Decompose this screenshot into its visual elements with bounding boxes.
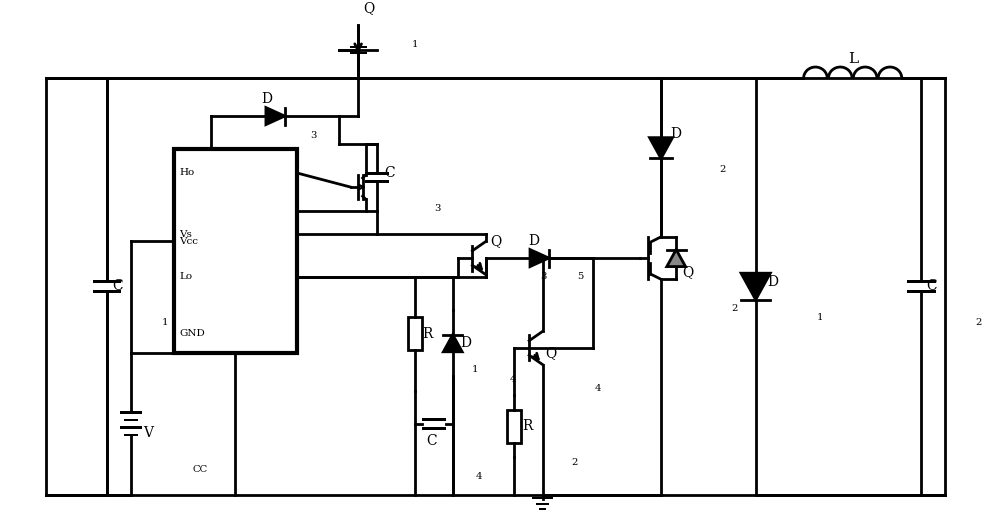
Text: GND: GND [179,329,205,338]
Text: Ho: Ho [179,168,194,177]
Polygon shape [741,273,770,300]
Bar [907,290,936,293]
Bar [350,52,367,54]
Polygon shape [443,335,462,352]
Bar [422,418,446,421]
Text: L: L [848,52,858,66]
Bar [539,508,546,510]
Text: V: V [143,426,153,440]
Text: 2: 2 [571,458,577,467]
Bar [124,419,138,421]
Text: C: C [112,279,123,294]
Text: 4: 4 [510,375,516,384]
Bar [93,280,121,283]
Bar [174,149,297,353]
Text: Q: Q [363,1,374,15]
Bar [365,180,389,184]
Text: Vcc: Vcc [179,237,198,246]
Text: 3: 3 [434,204,440,213]
Text: 4: 4 [595,384,601,393]
Text: Q: Q [546,346,557,360]
Bar [907,280,936,283]
Polygon shape [667,250,686,267]
Polygon shape [349,4,367,21]
Text: 1: 1 [412,40,419,48]
Text: C: C [426,434,437,448]
Bar [350,46,367,48]
Text: Lo: Lo [179,272,192,281]
Text: D: D [670,127,681,141]
Text: D: D [528,234,539,248]
Text: 1: 1 [816,313,823,322]
Text: R: R [522,419,532,433]
Text: 2: 2 [975,318,982,327]
Text: 5: 5 [577,272,584,281]
Bar [365,172,389,174]
Bar [422,427,446,430]
Polygon shape [650,138,672,159]
Text: R: R [422,327,433,341]
Text: Vs: Vs [179,230,192,239]
Text: 2: 2 [731,304,737,313]
Polygon shape [530,250,549,267]
Bar [120,426,142,429]
Text: D: D [767,275,778,289]
Text: D: D [261,92,272,106]
Text: 1: 1 [472,365,478,374]
Bar [532,497,553,500]
Bar [124,434,138,436]
Bar [408,317,422,351]
Text: C: C [385,166,395,180]
Bar [507,410,521,443]
Bar [93,290,121,293]
Text: 4: 4 [475,472,482,481]
Text: Q: Q [491,234,502,248]
Text: 2: 2 [720,165,726,174]
Polygon shape [266,107,285,124]
Text: C: C [926,279,937,294]
Text: 3: 3 [540,272,546,281]
Text: 1: 1 [161,318,168,327]
Text: D: D [460,336,471,350]
Text: Q: Q [682,265,693,279]
Text: CC: CC [192,464,208,473]
Bar [120,411,142,414]
Bar [536,503,549,505]
Text: 3: 3 [310,130,317,139]
